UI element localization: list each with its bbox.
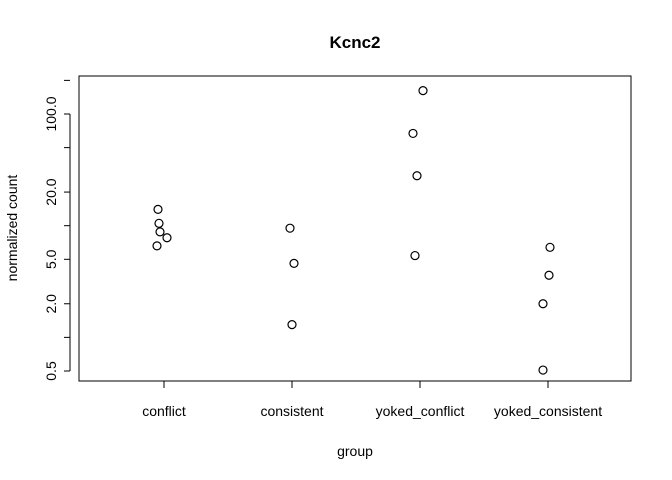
- data-point: [412, 171, 422, 181]
- data-points: [152, 85, 555, 375]
- data-point: [410, 250, 420, 261]
- x-axis-label: group: [337, 443, 373, 459]
- data-point: [285, 223, 295, 233]
- data-point: [544, 270, 554, 280]
- y-tick-label: 2.0: [43, 294, 59, 314]
- data-point: [154, 218, 164, 228]
- data-point: [153, 204, 163, 214]
- data-point: [408, 128, 418, 139]
- data-point: [162, 233, 172, 243]
- x-tick-label: yoked_consistent: [494, 403, 602, 419]
- y-tick-label: 0.5: [43, 361, 59, 381]
- y-axis-label: normalized count: [4, 175, 20, 282]
- data-point: [155, 227, 165, 237]
- data-point: [289, 258, 299, 268]
- data-point: [538, 365, 548, 375]
- x-axis: conflict consistent yoked_conflict yoked_co…: [142, 380, 602, 419]
- chart-title: Kcnc2: [329, 33, 380, 52]
- data-point: [538, 299, 548, 309]
- data-point: [152, 241, 162, 251]
- y-tick-label: 100.0: [43, 96, 59, 131]
- data-point: [287, 320, 297, 330]
- y-tick-label: 20.0: [43, 178, 59, 205]
- data-point: [545, 242, 555, 252]
- x-tick-label: yoked_conflict: [376, 403, 465, 419]
- x-tick-label: conflict: [142, 403, 186, 419]
- data-point: [418, 85, 428, 96]
- y-axis: 0.5 2.0 5.0 20.0 100.0: [43, 79, 71, 381]
- x-tick-label: consistent: [260, 403, 323, 419]
- y-tick-label: 5.0: [43, 249, 59, 269]
